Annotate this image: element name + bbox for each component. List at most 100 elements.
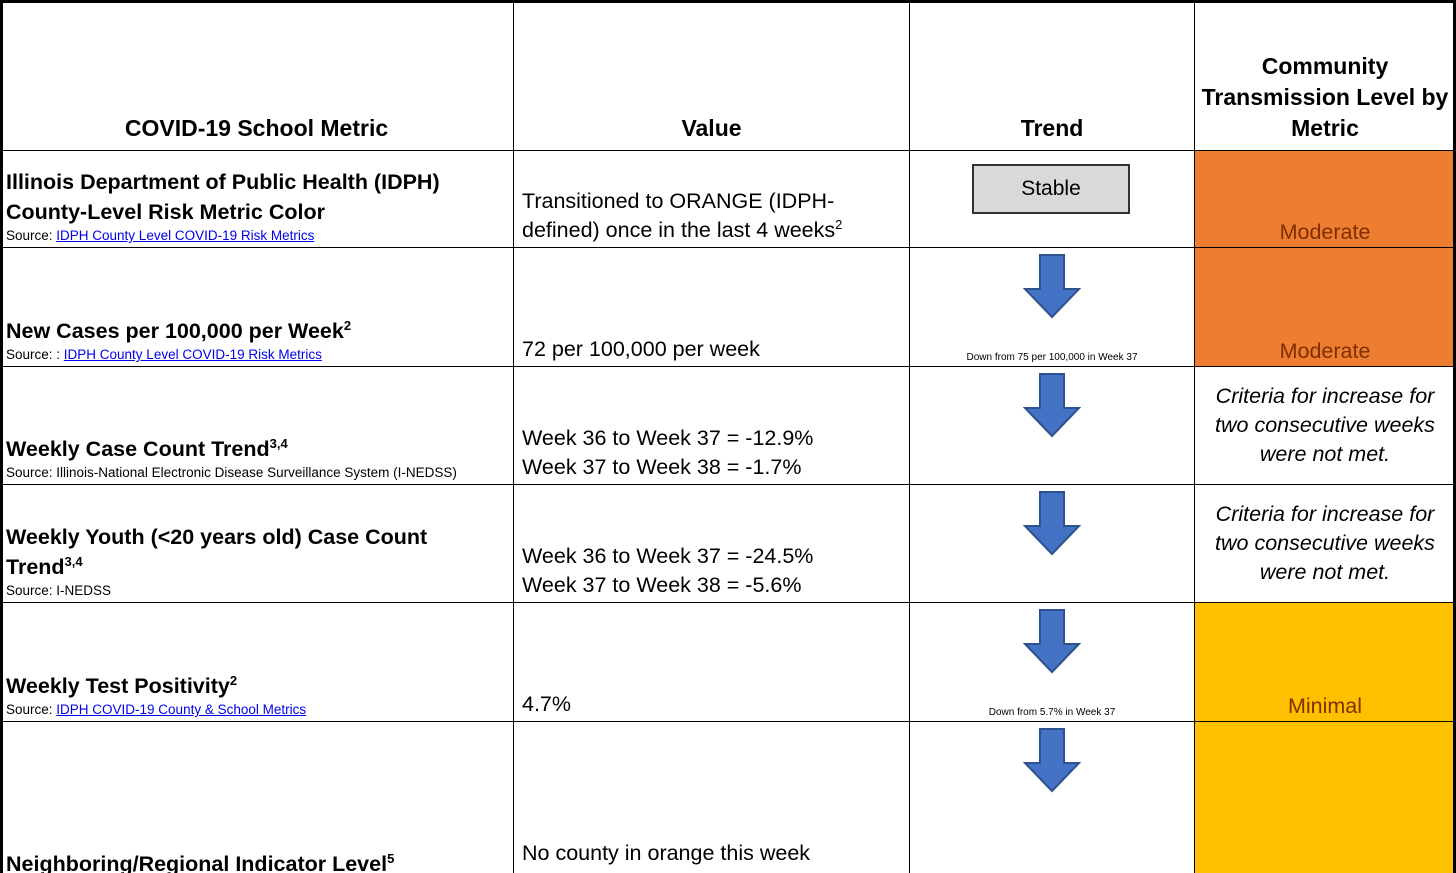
level-text: Minimal xyxy=(1287,694,1363,718)
source-link[interactable]: IDPH COVID-19 County & School Metrics xyxy=(56,702,307,717)
metric-title: Weekly Case Count Trend3,4 xyxy=(6,434,507,464)
metric-footnote: 5 xyxy=(387,850,395,866)
metric-source: Source: Illinois-National Electronic Dis… xyxy=(6,464,507,481)
metric-source: Source: : IDPH County Level COVID-19 Ris… xyxy=(6,346,507,363)
level-cell: Minimal xyxy=(1195,603,1456,722)
header-cell: Community Transmission Level by Metric xyxy=(1195,0,1456,151)
trend-cell xyxy=(910,367,1195,485)
source-prefix: Source: I-NEDSS xyxy=(6,583,112,598)
value-line: but orange in the past 4 weeks xyxy=(522,868,901,873)
metric-title-text: Weekly Youth (<20 years old) Case Count … xyxy=(6,525,428,579)
trend-cell: Stable xyxy=(910,151,1195,248)
header-cell: Value xyxy=(514,0,910,151)
source-prefix: Source: xyxy=(6,228,57,243)
metric-footnote: 3,4 xyxy=(64,553,83,569)
source-prefix: Source: xyxy=(6,702,57,717)
trend-cell xyxy=(910,722,1195,873)
metric: Illinois Department of Public Health (ID… xyxy=(0,167,513,247)
metric-footnote: 2 xyxy=(343,317,352,333)
metric-title: New Cases per 100,000 per Week2 xyxy=(6,316,507,346)
value-line: Week 37 to Week 38 = -1.7% xyxy=(522,453,901,482)
metric: Weekly Case Count Trend3,4 Source: Illino… xyxy=(0,434,513,484)
metric-title: Illinois Department of Public Health (ID… xyxy=(6,167,507,227)
value-cell: Week 36 to Week 37 = -12.9% Week 37 to We… xyxy=(514,367,910,485)
value-text: 72 per 100,000 per week xyxy=(522,337,760,361)
metric-title-text: New Cases per 100,000 per Week xyxy=(6,319,344,343)
value-text: but orange in the past 4 weeks xyxy=(522,870,815,873)
value-text: Transitioned to ORANGE (IDPH-defined) on… xyxy=(522,189,836,242)
value: 72 per 100,000 per week xyxy=(514,335,909,366)
level-text: Moderate xyxy=(1279,220,1371,244)
value-text: Week 36 to Week 37 = -12.9% xyxy=(522,426,814,450)
metric-footnote: 2 xyxy=(229,672,238,688)
value-cell: 4.7% xyxy=(514,603,910,722)
trend-cell: Down from 75 per 100,000 in Week 37 xyxy=(910,248,1195,367)
header-text: Value xyxy=(681,115,742,141)
value-cell: Transitioned to ORANGE (IDPH-defined) on… xyxy=(514,151,910,248)
arrow-shape xyxy=(1023,609,1081,674)
source-link[interactable]: IDPH County Level COVID-19 Risk Metrics xyxy=(56,228,315,243)
metric-source: Source: IDPH COVID-19 County & School Me… xyxy=(6,701,507,718)
arrow-shape xyxy=(1023,491,1081,556)
value: Week 36 to Week 37 = -24.5% Week 37 to We… xyxy=(514,542,909,602)
metric-title-text: Weekly Test Positivity xyxy=(6,674,230,698)
metric-title: Weekly Youth (<20 years old) Case Count … xyxy=(6,522,507,582)
value: 4.7% xyxy=(514,690,909,721)
level-text: Moderate xyxy=(1279,339,1371,363)
down-arrow xyxy=(1023,728,1081,793)
header-text: COVID-19 School Metric xyxy=(124,115,389,141)
metric-title-text: Weekly Case Count Trend xyxy=(6,437,270,461)
metric-title: Weekly Test Positivity2 xyxy=(6,671,507,701)
value-line: Week 36 to Week 37 = -12.9% xyxy=(522,424,901,453)
value-cell: Week 36 to Week 37 = -24.5% Week 37 to We… xyxy=(514,485,910,603)
metric: New Cases per 100,000 per Week2 Source: :… xyxy=(0,316,513,366)
value-text: Week 37 to Week 38 = -1.7% xyxy=(522,455,802,479)
value-cell: No county in orange this week but orange … xyxy=(514,722,910,873)
value-line: 4.7% xyxy=(522,690,901,719)
down-arrow xyxy=(1023,609,1081,674)
metric-source: Source: I-NEDSS xyxy=(6,582,507,599)
source-link[interactable]: IDPH County Level COVID-19 Risk Metrics xyxy=(63,347,322,362)
metric-cell: Illinois Department of Public Health (ID… xyxy=(0,151,514,248)
metric-title: Neighboring/Regional Indicator Level5 xyxy=(6,849,507,873)
metric-title-text: Neighboring/Regional Indicator Level xyxy=(6,852,388,873)
arrow-shape xyxy=(1023,373,1081,438)
level-cell: Moderate xyxy=(1195,151,1456,248)
value-text: 4.7% xyxy=(522,692,572,716)
metric: Weekly Test Positivity2 Source: IDPH COVI… xyxy=(0,671,513,721)
level-text: Criteria for increase for two consecutiv… xyxy=(1215,384,1435,466)
source-prefix: Source: Illinois-National Electronic Dis… xyxy=(6,465,457,480)
metric-source: Source: IDPH County Level COVID-19 Risk … xyxy=(6,227,507,244)
level-cell: Moderate xyxy=(1195,248,1456,367)
value-line: Week 36 to Week 37 = -24.5% xyxy=(522,542,901,571)
header-text: Community Transmission Level by Metric xyxy=(1201,53,1449,141)
down-arrow xyxy=(1023,254,1081,319)
value-footnote: 2 xyxy=(835,216,843,232)
value-text: No county in orange this week xyxy=(522,841,811,865)
metric-cell: Weekly Test Positivity2 Source: IDPH COVI… xyxy=(0,603,514,722)
level-cell: Criteria for increase for two consecutiv… xyxy=(1195,367,1456,485)
value-cell: 72 per 100,000 per week xyxy=(514,248,910,367)
level-cell: Minimal xyxy=(1195,722,1456,873)
trend-stable: Stable xyxy=(972,164,1130,214)
value-line: Week 37 to Week 38 = -5.6% xyxy=(522,571,901,600)
trend-note: Down from 75 per 100,000 in Week 37 xyxy=(966,352,1138,363)
value-text: Week 37 to Week 38 = -5.6% xyxy=(522,573,802,597)
value-line: 72 per 100,000 per week xyxy=(522,335,901,364)
metric: Neighboring/Regional Indicator Level5Sou… xyxy=(0,849,513,873)
level-cell: Criteria for increase for two consecutiv… xyxy=(1195,485,1456,603)
value: No county in orange this week but orange … xyxy=(514,839,909,873)
metric-title-text: Illinois Department of Public Health (ID… xyxy=(6,170,440,224)
arrow-shape xyxy=(1023,254,1081,319)
header-text: Trend xyxy=(1020,115,1084,141)
metric-cell: Neighboring/Regional Indicator Level5Sou… xyxy=(0,722,514,873)
arrow-shape xyxy=(1023,728,1081,793)
header-cell: Trend xyxy=(910,0,1195,151)
metric: Weekly Youth (<20 years old) Case Count … xyxy=(0,522,513,602)
value-line: No county in orange this week xyxy=(522,839,901,868)
value-text: Week 36 to Week 37 = -24.5% xyxy=(522,544,814,568)
trend-cell: Down from 5.7% in Week 37 xyxy=(910,603,1195,722)
value: Transitioned to ORANGE (IDPH-defined) on… xyxy=(514,187,909,247)
trend-cell xyxy=(910,485,1195,603)
